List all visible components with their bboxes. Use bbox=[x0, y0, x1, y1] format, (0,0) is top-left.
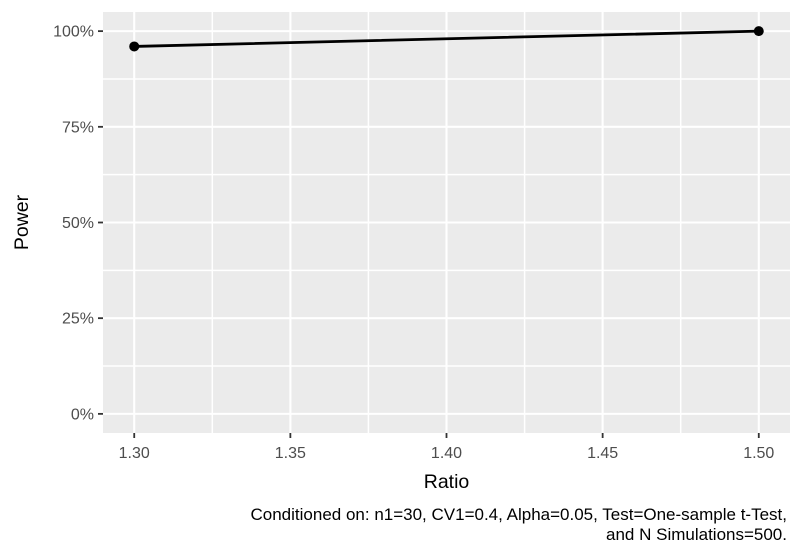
caption-line-2: and N Simulations=500. bbox=[606, 525, 787, 544]
caption-line-1: Conditioned on: n1=30, CV1=0.4, Alpha=0.… bbox=[250, 505, 788, 524]
data-point bbox=[753, 26, 764, 37]
y-tick-label: 0% bbox=[71, 406, 94, 423]
y-tick-label: 100% bbox=[53, 24, 94, 41]
x-tick-label: 1.50 bbox=[743, 445, 774, 462]
chart-caption: Conditioned on: n1=30, CV1=0.4, Alpha=0.… bbox=[87, 505, 788, 545]
series-line bbox=[132, 29, 761, 48]
x-tick-label: 1.30 bbox=[119, 445, 150, 462]
x-tick-label: 1.40 bbox=[431, 445, 462, 462]
y-tick-label: 75% bbox=[62, 119, 94, 136]
x-axis-title: Ratio bbox=[424, 471, 470, 493]
data-point bbox=[129, 41, 140, 52]
x-tick-label: 1.35 bbox=[275, 445, 306, 462]
y-axis-title: Power bbox=[11, 194, 33, 250]
x-tick-label: 1.45 bbox=[587, 445, 618, 462]
y-tick-label: 50% bbox=[62, 215, 94, 232]
y-tick-label: 25% bbox=[62, 311, 94, 328]
